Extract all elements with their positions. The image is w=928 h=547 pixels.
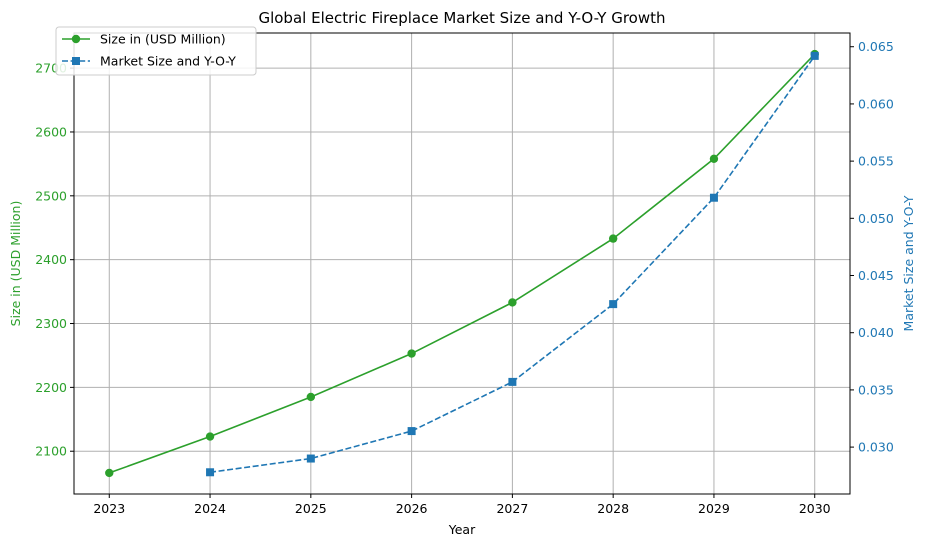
y-right-tick-label: 0.040 xyxy=(858,325,894,340)
legend-box xyxy=(55,26,257,76)
plot-frame xyxy=(73,32,851,495)
data-point xyxy=(407,349,416,358)
y-axis-right-title: Market Size and Y-O-Y xyxy=(901,195,916,331)
legend-entry: Size in (USD Million) xyxy=(62,32,226,47)
grid xyxy=(74,33,850,494)
data-point xyxy=(105,468,114,478)
legend-entry: Market Size and Y-O-Y xyxy=(62,54,236,69)
data-point xyxy=(609,300,618,309)
x-axis-title: Year xyxy=(448,522,476,537)
data-point xyxy=(709,154,719,163)
y-right-tick-label: 0.055 xyxy=(858,154,894,169)
legend-label: Size in (USD Million) xyxy=(100,32,226,47)
data-point xyxy=(206,468,215,477)
data-point xyxy=(810,51,819,60)
y-left-tick-label: 2600 xyxy=(35,124,67,139)
x-tick-label: 2024 xyxy=(194,501,226,516)
data-point xyxy=(608,234,618,243)
data-point xyxy=(709,193,718,202)
x-tick-label: 2028 xyxy=(597,501,629,516)
x-tick-label: 2026 xyxy=(396,501,428,516)
y-right-tick-label: 0.035 xyxy=(858,382,894,397)
data-point xyxy=(205,432,215,441)
y-left-tick-label: 2200 xyxy=(35,380,67,395)
data-point xyxy=(407,427,416,436)
chart-title: Global Electric Fireplace Market Size an… xyxy=(258,9,665,27)
y-left-tick-label: 2300 xyxy=(35,316,67,331)
y-right-tick-label: 0.030 xyxy=(858,440,894,455)
series-2 xyxy=(206,51,819,477)
legend: Size in (USD Million) Market Size and Y-O… xyxy=(55,26,257,76)
legend-marker xyxy=(72,57,80,65)
series-line xyxy=(108,53,816,474)
x-tick-label: 2027 xyxy=(496,501,528,516)
legend-marker xyxy=(71,34,81,44)
series-1 xyxy=(105,49,819,478)
x-tick-label: 2030 xyxy=(799,501,831,516)
y-left-tick-label: 2500 xyxy=(35,188,67,203)
x-tick-label: 2023 xyxy=(93,501,125,516)
y-left-tick-label: 2400 xyxy=(35,252,67,267)
y-right-tick-label: 0.060 xyxy=(858,96,894,111)
y-right-tick-label: 0.045 xyxy=(858,268,894,283)
data-point xyxy=(508,377,517,386)
y-axis-right: 0.030 0.035 0.040 0.045 0.050 0.055 0.060 0.065 xyxy=(850,39,894,455)
x-tick-label: 2025 xyxy=(295,501,327,516)
legend-label: Market Size and Y-O-Y xyxy=(100,54,236,69)
data-point xyxy=(306,454,315,463)
y-axis-left-title: Size in (USD Million) xyxy=(8,201,23,327)
x-axis: 2023 2024 2025 2026 2027 2028 2029 2030 xyxy=(93,494,831,516)
y-right-tick-label: 0.050 xyxy=(858,211,894,226)
data-point xyxy=(508,298,517,307)
y-right-tick-label: 0.065 xyxy=(858,39,894,54)
series-layer xyxy=(105,49,819,478)
data-point xyxy=(306,392,316,402)
y-left-tick-label: 2100 xyxy=(35,444,67,459)
x-tick-label: 2029 xyxy=(698,501,730,516)
